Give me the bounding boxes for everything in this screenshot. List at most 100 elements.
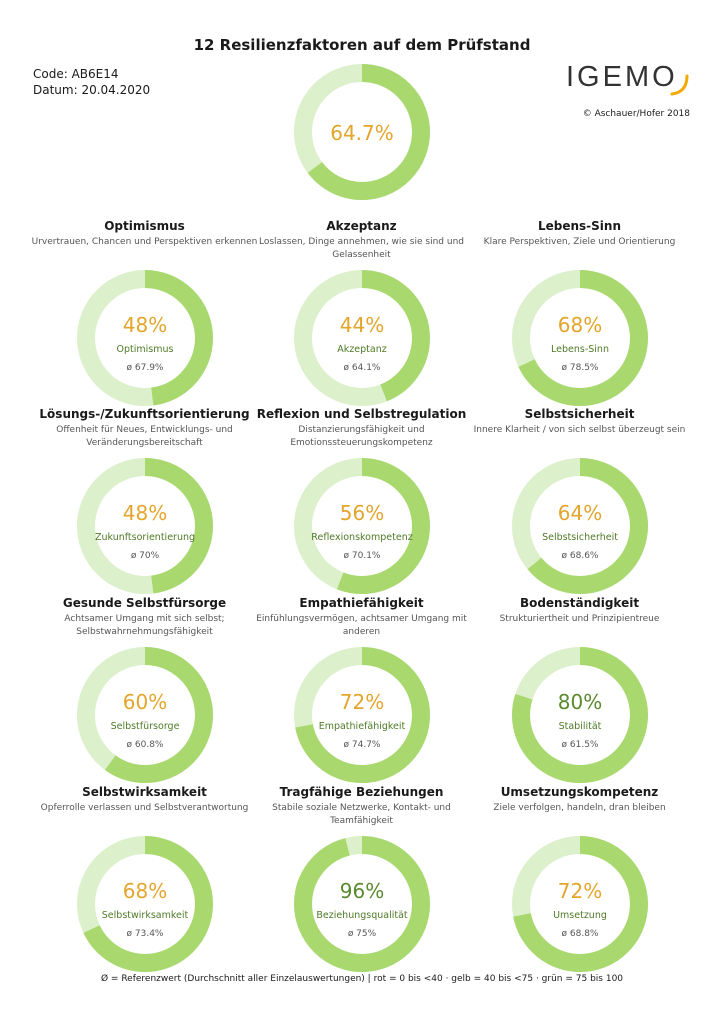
factor-title: Selbstwirksamkeit [82,785,207,799]
factor-title: Lebens-Sinn [537,219,622,233]
factor-description: Stabile soziale Netzwerke, Kontakt- und … [272,803,451,826]
factor-description: Einfühlungsvermögen, achtsamer Umgang mi… [256,614,467,637]
factor-title: Bodenständigkeit [519,596,640,610]
factor-short-label: Reflexionskompetenz [311,532,412,543]
factor-percent: 72% [557,879,601,903]
factor-ring-value [511,270,648,406]
factor-short-label: Selbstsicherheit [542,532,618,543]
factor-ring-value [511,836,648,972]
factor-ring-value [76,270,213,406]
factor-percent: 68% [557,313,601,337]
factor-description: Loslassen, Dinge annehmen, wie sie sind … [259,237,464,260]
overall-donut: 64.7% [294,64,430,200]
factor-short-label: Zukunftsorientierung [94,532,194,543]
factor-percent: 48% [122,501,166,525]
factor-short-label: Selbstfürsorge [110,721,179,732]
factor-panel: Gesunde Selbstfürsorge Achtsamer Umgang m… [27,596,262,785]
copyright: © Aschauer/Hofer 2018 [582,109,690,119]
factor-panel: Optimismus Urvertrauen, Chancen und Persp… [27,219,262,408]
factor-panel: Bodenständigkeit Strukturiertheit und Pri… [462,596,697,785]
factor-short-label: Umsetzung [553,910,607,921]
factor-average: ø 67.9% [126,363,163,373]
factor-title: Akzeptanz [326,219,397,233]
factor-title: Gesunde Selbstfürsorge [62,596,227,610]
factor-title: Optimismus [104,219,185,233]
factor-donut: 60% Selbstfürsorge ø 60.8% [76,647,213,783]
date-label: Datum: 20.04.2020 [33,83,151,97]
factor-short-label: Empathiefähigkeit [318,721,405,732]
meta-info: Code: AB6E14 Datum: 20.04.2020 [33,66,150,98]
factor-title: Tragfähige Beziehungen [279,785,444,799]
page-title: 12 Resilienzfaktoren auf dem Prüfstand [193,36,531,54]
factor-percent: 80% [557,690,601,714]
factor-short-label: Stabilität [558,721,601,732]
factor-description: Achtsamer Umgang mit sich selbst; Selbst… [64,614,225,637]
factor-percent: 96% [339,879,383,903]
factor-panel: Selbstsicherheit Innere Klarheit / von si… [462,407,697,596]
factor-average: ø 60.8% [126,740,163,750]
svg-text:IGEMO: IGEMO [566,61,678,93]
factor-description: Klare Perspektiven, Ziele und Orientieru… [483,237,676,247]
factor-percent: 56% [339,501,383,525]
factor-donut: 44% Akzeptanz ø 64.1% [293,270,430,406]
factor-panel: Akzeptanz Loslassen, Dinge annehmen, wie … [244,219,479,408]
factor-average: ø 70.1% [343,551,380,561]
legend-footer: Ø = Referenzwert (Durchschnitt aller Ein… [100,974,624,984]
factor-panel: Empathiefähigkeit Einfühlungsvermögen, ac… [244,596,479,785]
factor-short-label: Optimismus [116,344,173,355]
factor-percent: 44% [339,313,383,337]
factor-panel: Reflexion und Selbstregulation Distanzier… [244,407,479,596]
factor-average: ø 73.4% [126,929,163,939]
factor-percent: 72% [339,690,383,714]
factor-description: Ziele verfolgen, handeln, dran bleiben [493,803,666,813]
factor-percent: 60% [122,690,166,714]
factor-short-label: Selbstwirksamkeit [101,910,188,921]
factor-ring-value [76,836,213,972]
factor-percent: 68% [122,879,166,903]
factor-donut: 48% Zukunftsorientierung ø 70% [76,458,213,594]
factor-description: Distanzierungsfähigkeit und Emotionssteu… [290,425,433,448]
factor-title: Selbstsicherheit [524,407,635,421]
igemo-logo: IGEMO [566,61,689,96]
factor-donut: 64% Selbstsicherheit ø 68.6% [511,458,648,594]
factor-panel: Umsetzungskompetenz Ziele verfolgen, hand… [462,785,697,974]
factor-panel: Lösungs-/Zukunftsorientierung Offenheit f… [27,407,262,596]
factor-short-label: Beziehungsqualität [316,910,408,921]
code-label: Code: AB6E14 [33,67,119,81]
factor-percent: 48% [122,313,166,337]
factor-description: Urvertrauen, Chancen und Perspektiven er… [31,237,258,247]
factor-panel: Tragfähige Beziehungen Stabile soziale Ne… [244,785,479,974]
factor-donut: 96% Beziehungsqualität ø 75% [293,836,430,972]
factor-percent: 64% [557,501,601,525]
factor-ring-value [293,836,430,972]
factor-donut: 72% Umsetzung ø 68.8% [511,836,648,972]
factor-description: Strukturiertheit und Prinzipientreue [499,614,660,624]
factor-ring-value [293,458,430,594]
factor-average: ø 75% [347,929,376,939]
factor-ring-value [293,647,430,783]
factor-average: ø 70% [130,551,159,561]
factor-short-label: Akzeptanz [337,344,386,355]
factor-short-label: Lebens-Sinn [551,344,609,355]
factor-title: Reflexion und Selbstregulation [256,407,467,421]
factor-ring-value [293,270,430,406]
factor-average: ø 68.8% [561,929,598,939]
factor-donut: 56% Reflexionskompetenz ø 70.1% [293,458,430,594]
factor-description: Innere Klarheit / von sich selbst überze… [473,425,686,435]
factor-average: ø 74.7% [343,740,380,750]
factor-panel: Selbstwirksamkeit Opferrolle verlassen un… [27,785,262,974]
factor-donut: 80% Stabilität ø 61.5% [511,647,648,783]
factor-average: ø 64.1% [343,363,380,373]
factor-donut: 72% Empathiefähigkeit ø 74.7% [293,647,430,783]
factor-donut: 48% Optimismus ø 67.9% [76,270,213,406]
factor-title: Lösungs-/Zukunftsorientierung [39,407,250,421]
factor-title: Umsetzungskompetenz [500,785,659,799]
factor-ring-value [511,647,648,783]
overall-ring-value [294,64,430,200]
factor-ring-value [76,647,213,783]
factor-description: Offenheit für Neues, Entwicklungs- und V… [56,425,233,448]
factor-ring-value [511,458,648,594]
factor-panel: Lebens-Sinn Klare Perspektiven, Ziele und… [462,219,697,408]
factor-description: Opferrolle verlassen und Selbstverantwor… [40,803,249,813]
factor-donut: 68% Selbstwirksamkeit ø 73.4% [76,836,213,972]
